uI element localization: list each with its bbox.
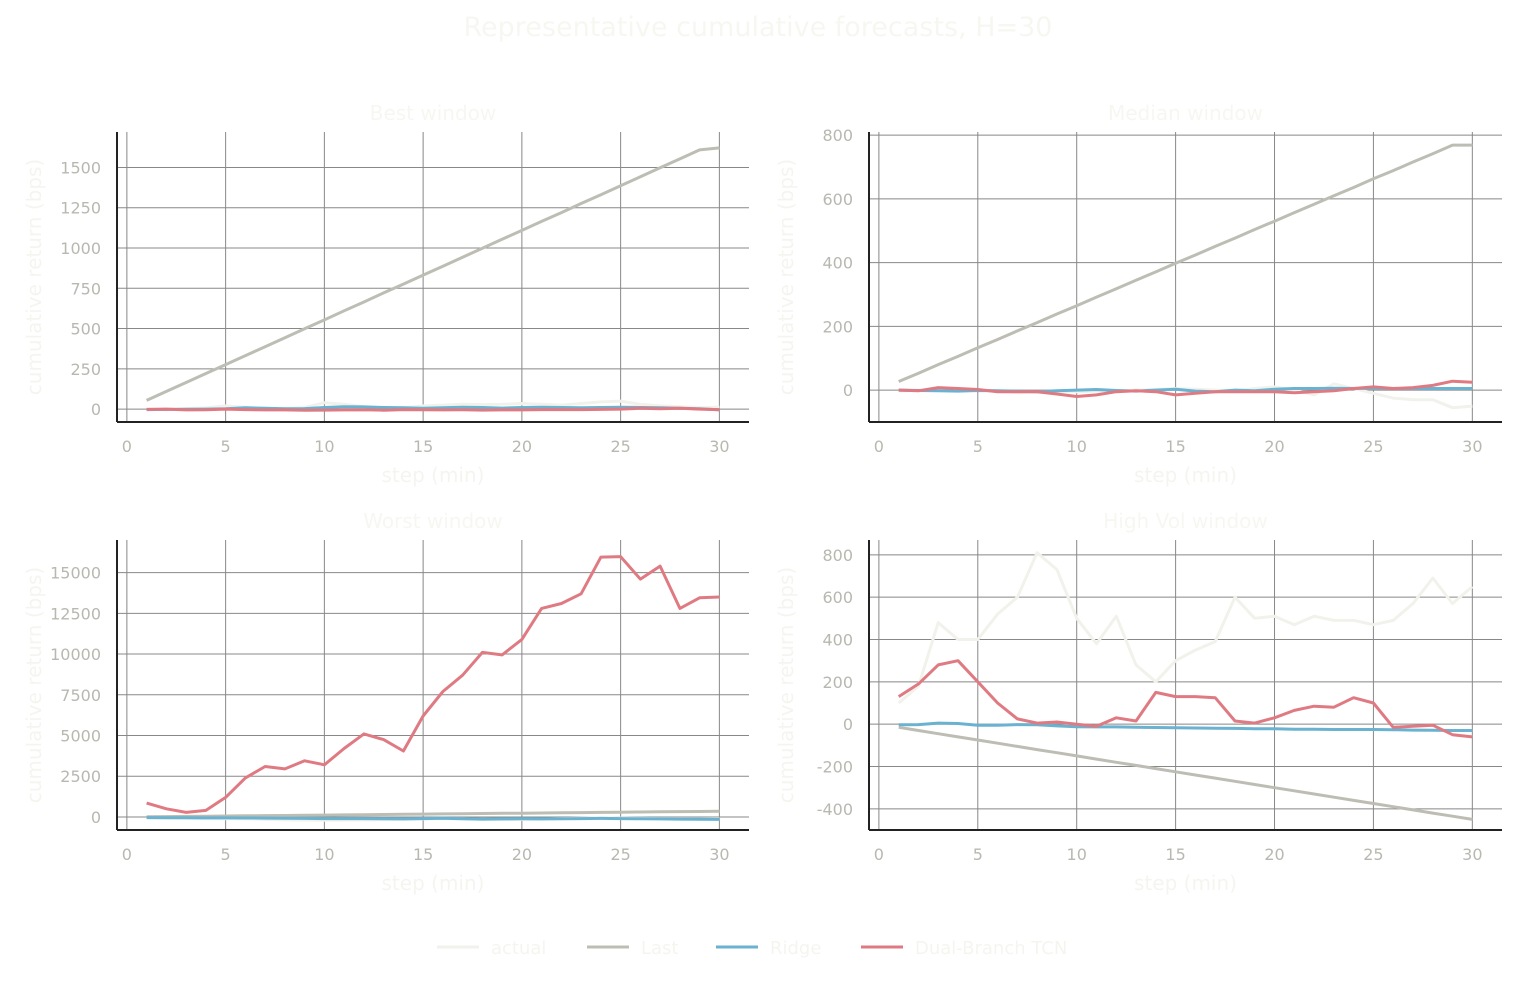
x-tick-label: 25 — [610, 437, 630, 456]
legend: actual Last Ridge Dual-Branch TCN — [437, 938, 1067, 959]
y-tick-label: 1250 — [60, 199, 101, 218]
panel-title: Median window — [1108, 101, 1263, 125]
x-tick-label: 10 — [314, 845, 334, 864]
x-tick-label: 0 — [122, 437, 132, 456]
panel-title: Worst window — [363, 509, 503, 533]
series-line-dual-branch-tcn — [898, 379, 1473, 398]
x-axis-label: step (min) — [382, 463, 485, 487]
x-tick-label: 5 — [973, 437, 983, 456]
panel-title: High Vol window — [1103, 509, 1267, 533]
series-line-dual-branch-tcn — [146, 555, 720, 814]
x-tick-label: 25 — [1363, 437, 1383, 456]
y-tick-label: 800 — [822, 126, 853, 145]
x-tick-label: 10 — [1067, 845, 1087, 864]
y-tick-label: 750 — [70, 279, 101, 298]
series-line-dual-branch-tcn — [146, 406, 720, 412]
y-tick-label: -200 — [817, 757, 853, 776]
y-tick-label: 5000 — [60, 727, 101, 746]
panel-high-vol-window: 0 5 10 15 20 25 30 -400 -200 0 200 400 600 800 High Vo… — [774, 509, 1502, 895]
series-line-last — [898, 143, 1473, 383]
x-tick-label: 10 — [314, 437, 334, 456]
y-tick-label: 400 — [822, 630, 853, 649]
y-axis-label: cumulative return (bps) — [774, 567, 798, 803]
x-axis-label: step (min) — [382, 871, 485, 895]
legend-label: Ridge — [770, 938, 821, 959]
series-line-ridge — [146, 816, 720, 821]
x-tick-label: 15 — [413, 437, 433, 456]
y-tick-label: 1500 — [60, 158, 101, 177]
x-tick-label: 25 — [610, 845, 630, 864]
y-axis-label: cumulative return (bps) — [22, 159, 46, 395]
y-tick-label: 200 — [822, 317, 853, 336]
series-line-actual — [897, 551, 1474, 705]
legend-item-ridge: Ridge — [716, 938, 821, 959]
x-tick-label: 5 — [221, 437, 231, 456]
panel-best-window: 0 5 10 15 20 25 30 0 250 500 750 1000 1250 1500 Best w… — [22, 101, 749, 487]
x-tick-label: 0 — [874, 437, 884, 456]
x-tick-label: 20 — [512, 845, 532, 864]
y-tick-label: 10000 — [50, 645, 101, 664]
series-line-dual-branch-tcn — [897, 659, 1473, 739]
legend-label: Dual-Branch TCN — [915, 938, 1067, 959]
y-tick-label: 2500 — [60, 767, 101, 786]
legend-label: Last — [641, 938, 679, 959]
x-tick-label: 30 — [709, 845, 729, 864]
series-line-last — [146, 809, 720, 819]
panel-worst-window: 0 5 10 15 20 25 30 0 2500 5000 7500 10000 12500 15000… — [22, 509, 749, 895]
series-line-last — [898, 725, 1473, 821]
x-tick-label: 5 — [221, 845, 231, 864]
panel-median-window: 0 5 10 15 20 25 30 0 200 400 600 800 Median window st… — [774, 101, 1502, 487]
y-tick-label: 1000 — [60, 239, 101, 258]
y-tick-label: 250 — [70, 360, 101, 379]
y-axis-label: cumulative return (bps) — [22, 567, 46, 803]
y-tick-label: 0 — [91, 808, 101, 827]
x-tick-label: 25 — [1363, 845, 1383, 864]
y-axis-label: cumulative return (bps) — [774, 159, 798, 395]
legend-item-dual-branch-tcn: Dual-Branch TCN — [861, 938, 1067, 959]
series-line-ridge — [898, 721, 1473, 732]
x-axis-label: step (min) — [1134, 463, 1237, 487]
x-tick-label: 30 — [1462, 845, 1482, 864]
legend-item-actual: actual — [437, 938, 546, 959]
y-tick-label: 800 — [822, 546, 853, 565]
y-tick-label: 0 — [843, 381, 853, 400]
series-line-last — [145, 146, 720, 402]
x-tick-label: 15 — [1165, 845, 1185, 864]
y-tick-label: 7500 — [60, 686, 101, 705]
x-tick-label: 20 — [1264, 845, 1284, 864]
x-tick-label: 15 — [413, 845, 433, 864]
series-line-ridge — [146, 405, 720, 412]
x-tick-label: 0 — [874, 845, 884, 864]
x-tick-label: 10 — [1067, 437, 1087, 456]
panel-title: Best window — [370, 101, 497, 125]
y-tick-label: 0 — [91, 400, 101, 419]
x-tick-label: 20 — [1264, 437, 1284, 456]
x-tick-label: 0 — [122, 845, 132, 864]
legend-label: actual — [491, 938, 546, 959]
y-tick-label: 500 — [70, 320, 101, 339]
y-tick-label: 600 — [822, 190, 853, 209]
y-tick-label: 400 — [822, 254, 853, 273]
x-tick-label: 30 — [709, 437, 729, 456]
y-tick-label: 0 — [843, 715, 853, 734]
y-tick-label: -400 — [817, 800, 853, 819]
x-tick-label: 30 — [1462, 437, 1482, 456]
y-tick-label: 15000 — [50, 564, 101, 583]
y-tick-label: 12500 — [50, 604, 101, 623]
x-tick-label: 20 — [512, 437, 532, 456]
legend-item-last: Last — [587, 938, 679, 959]
x-axis-label: step (min) — [1134, 871, 1237, 895]
x-tick-label: 5 — [973, 845, 983, 864]
y-tick-label: 600 — [822, 588, 853, 607]
figure-title: Representative cumulative forecasts, H=3… — [464, 12, 1053, 43]
x-tick-label: 15 — [1165, 437, 1185, 456]
y-tick-label: 200 — [822, 673, 853, 692]
